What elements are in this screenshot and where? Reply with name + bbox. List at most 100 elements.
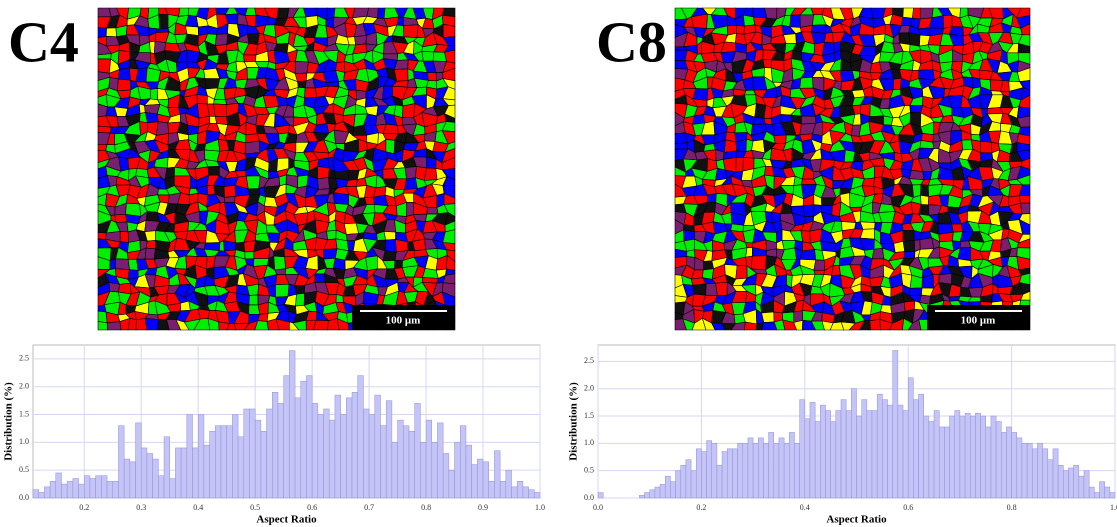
grain [762, 58, 772, 69]
bar [152, 458, 159, 499]
grain [144, 318, 159, 331]
grain [393, 68, 409, 82]
y-tick-label: 1.5 [19, 409, 29, 418]
grain [244, 7, 257, 16]
grain [859, 221, 876, 230]
x-axis-title: Aspect Ratio [256, 514, 317, 526]
bar [499, 481, 507, 499]
bar [357, 375, 364, 499]
grain [326, 229, 337, 241]
grain [986, 107, 1004, 115]
grain [247, 188, 261, 196]
bar [954, 410, 961, 499]
grain [801, 115, 817, 125]
grain [345, 179, 358, 187]
x-tick-label: 0.7 [364, 503, 374, 512]
bar [639, 495, 645, 499]
grain [117, 78, 131, 92]
bar [1026, 443, 1033, 499]
bar [711, 443, 718, 499]
bar [975, 413, 981, 499]
y-tick-label: 1.5 [584, 411, 594, 420]
bar [186, 414, 193, 499]
bar [845, 410, 852, 499]
bar [783, 443, 790, 499]
grain [304, 87, 318, 99]
grain [97, 53, 112, 60]
grain [393, 260, 403, 269]
bar [1094, 492, 1100, 499]
grain [763, 104, 773, 119]
bar [706, 440, 712, 499]
bar [123, 458, 131, 499]
bar [1109, 492, 1116, 499]
bar [368, 414, 376, 499]
bar [1088, 486, 1095, 499]
bar [985, 426, 992, 499]
grain [802, 204, 815, 217]
y-tick-label: 1.0 [584, 438, 594, 447]
x-tick-label: 0.6 [903, 503, 913, 512]
bar [649, 489, 656, 499]
grain [902, 7, 914, 19]
grain [178, 7, 189, 17]
grain [97, 310, 108, 324]
grain [761, 311, 775, 323]
bar [516, 481, 524, 499]
bar [243, 408, 250, 499]
grain [127, 258, 139, 271]
bar [442, 453, 450, 499]
x-axis-title: Aspect Ratio [826, 514, 887, 526]
grain [244, 251, 255, 260]
bar [66, 481, 74, 499]
bar [129, 461, 136, 499]
bar [112, 481, 119, 499]
bar [773, 443, 780, 499]
bar [959, 415, 966, 499]
grain [384, 239, 397, 253]
grain [207, 165, 220, 176]
grain [745, 247, 753, 258]
bar [180, 447, 188, 499]
bar [768, 432, 775, 499]
bar [488, 481, 495, 499]
grain [213, 103, 228, 118]
grain [1018, 195, 1031, 204]
bar [237, 436, 245, 499]
grain [752, 116, 766, 125]
grain [920, 184, 930, 197]
bar [897, 404, 904, 499]
bar [1078, 475, 1085, 499]
bar [72, 478, 79, 499]
bar [789, 432, 795, 499]
x-tick-label: 0.3 [136, 503, 146, 512]
grain [214, 33, 228, 46]
bar [871, 410, 878, 499]
grain [824, 32, 834, 44]
bar [465, 444, 472, 499]
bar [902, 410, 909, 499]
grain [427, 72, 437, 82]
bar [420, 442, 427, 499]
bar [809, 402, 816, 499]
bar [448, 469, 455, 499]
x-tick-label: 0.9 [478, 503, 488, 512]
grain [224, 195, 236, 203]
y-tick-label: 0.0 [19, 493, 29, 502]
bar [1006, 426, 1012, 499]
grain [692, 114, 705, 125]
bar [294, 397, 301, 499]
grain [707, 193, 717, 203]
bar [232, 414, 239, 499]
bar [528, 489, 535, 499]
bar [306, 375, 313, 499]
grain [323, 248, 338, 260]
scale-bar-box [352, 305, 455, 330]
bar [254, 419, 262, 499]
x-tick-label: 0.4 [800, 503, 810, 512]
grain [149, 88, 159, 101]
bar [654, 486, 661, 499]
grain [118, 156, 130, 172]
bar [820, 404, 826, 499]
